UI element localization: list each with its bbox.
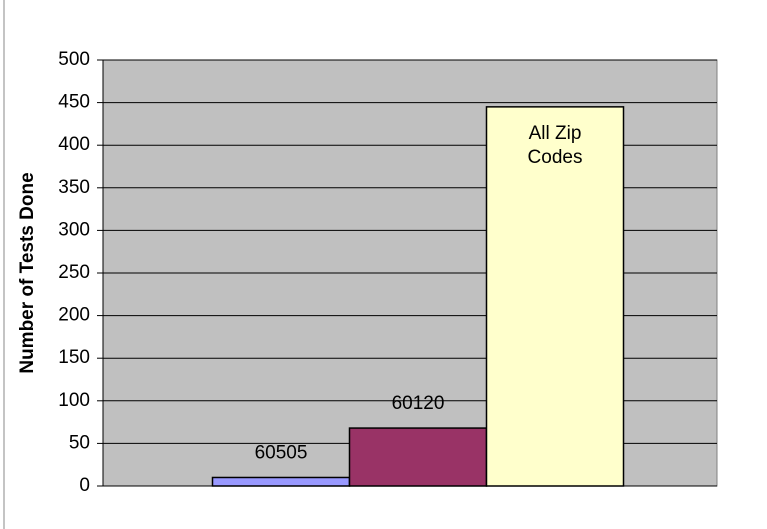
bar-label: 60120 [392, 393, 445, 414]
y-tick-label: 350 [58, 177, 90, 198]
y-tick-label: 500 [58, 49, 90, 70]
y-tick-label: 200 [58, 305, 90, 326]
y-axis-label: Number of Tests Done [17, 172, 38, 373]
bar-label: 60505 [255, 442, 308, 463]
y-tick-label: 250 [58, 262, 90, 283]
bar [211, 476, 351, 487]
y-tick-label: 50 [69, 432, 90, 453]
bar-label: All Zip Codes [527, 122, 583, 168]
y-tick-label: 100 [58, 390, 90, 411]
bar [348, 427, 488, 487]
y-tick-label: 400 [58, 134, 90, 155]
y-tick-label: 300 [58, 219, 90, 240]
bar [485, 106, 625, 487]
y-tick-label: 0 [79, 475, 90, 496]
y-tick-label: 150 [58, 347, 90, 368]
y-tick-label: 450 [58, 92, 90, 113]
